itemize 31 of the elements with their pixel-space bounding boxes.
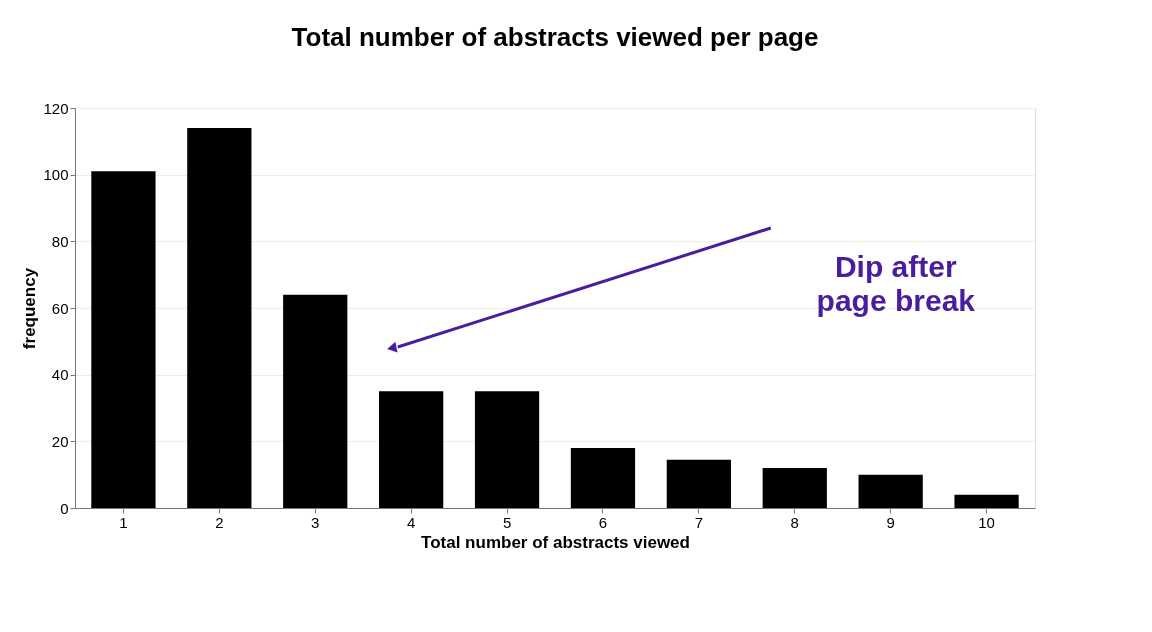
y-tick-label: 40 (51, 366, 69, 384)
bar (954, 494, 1019, 508)
x-tick-label: 10 (978, 513, 995, 531)
x-tick-label: 3 (311, 513, 320, 531)
bar (666, 459, 731, 508)
y-tick-label: 0 (60, 499, 69, 517)
y-tick-label: 20 (51, 432, 69, 450)
bar (379, 391, 444, 508)
x-tick-label: 5 (502, 513, 512, 531)
y-axis-title: frequency (20, 267, 40, 350)
x-tick-label: 2 (215, 513, 224, 531)
chart-title: Total number of abstracts viewed per page (291, 22, 819, 52)
x-tick-label: 1 (119, 513, 128, 531)
bar (762, 468, 827, 508)
y-tick-label: 120 (43, 99, 69, 117)
y-tick-label: 60 (51, 299, 69, 317)
bar (570, 448, 636, 508)
bar (187, 128, 252, 508)
y-tick-label: 100 (43, 166, 69, 184)
y-tick-label: 80 (51, 232, 69, 250)
x-tick-label: 7 (694, 513, 704, 531)
bar (91, 171, 156, 508)
x-tick-label: 8 (790, 513, 799, 531)
x-tick-label: 6 (598, 513, 608, 531)
x-axis-title: Total number of abstracts viewed (421, 532, 690, 552)
x-tick-label: 9 (886, 513, 895, 531)
x-tick-label: 4 (406, 513, 416, 531)
bar (283, 294, 348, 508)
bar (858, 474, 923, 508)
bar (474, 391, 540, 508)
annotation: Dip after page break (816, 250, 976, 317)
